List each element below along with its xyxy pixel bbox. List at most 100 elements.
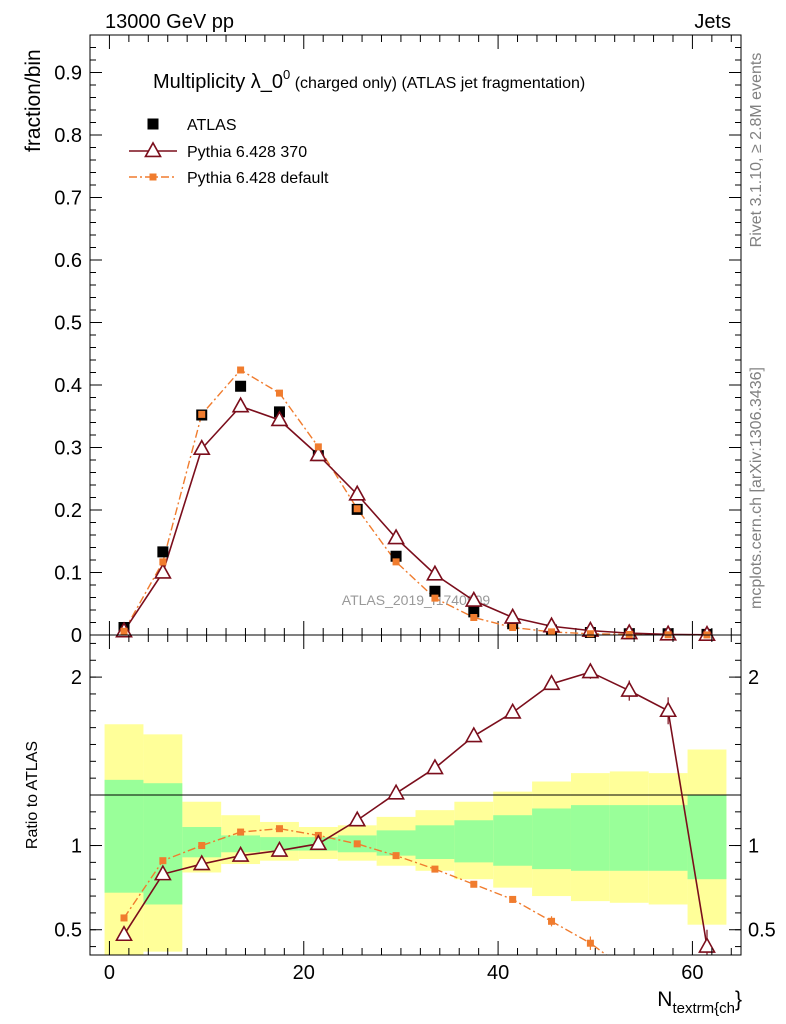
ratio-ylabel: Ratio to ATLAS: [24, 741, 41, 849]
data-point-pythia-370: [231, 396, 250, 413]
rivet-version-label: Rivet 3.1.10, ≥ 2.8M events: [748, 53, 765, 248]
data-point-pythia-default: [159, 558, 167, 566]
main-ytick-label: 0.9: [54, 63, 82, 85]
data-point-atlas: [468, 606, 480, 618]
data-point-atlas: [235, 380, 247, 392]
legend-marker-pythia-default: [149, 173, 157, 181]
ratio-band-green: [570, 805, 610, 871]
data-point-atlas: [157, 546, 169, 558]
main-y-axis: 0 0.1 0.2 0.3 0.4 0.5 0.6 0.7 0.8 0.9: [54, 47, 741, 647]
header-process-label: Jets: [694, 11, 731, 33]
ratio-series-clipped: [115, 662, 716, 955]
ratio-point-pythia-370: [231, 845, 250, 862]
ratio-x-axis: 0 20 40 60: [104, 635, 732, 984]
ratio-ytick-label: 2: [71, 667, 82, 689]
data-point-pythia-370: [464, 590, 483, 607]
ratio-point-pythia-370: [698, 936, 716, 953]
ratio-xlabel-sub: textrm{ch: [672, 1000, 735, 1017]
data-point-pythia-370: [153, 562, 172, 579]
data-point-pythia-370: [192, 439, 211, 456]
analysis-watermark: ATLAS_2019_I1740909: [342, 592, 491, 608]
ratio-xtick-label: 0: [104, 962, 115, 984]
data-point-pythia-370: [387, 528, 405, 545]
ratio-point-pythia-370: [387, 783, 405, 800]
data-point-pythia-default: [509, 624, 517, 631]
ratio-ytick-label-right: 1: [748, 836, 759, 858]
ratio-point-pythia-default: [353, 840, 361, 848]
ratio-series-layer: [115, 662, 716, 955]
main-ytick-label: 0.4: [54, 375, 82, 397]
ratio-point-pythia-370: [542, 674, 561, 691]
ratio-point-pythia-default: [509, 895, 517, 903]
ratio-xlabel: Ntextrm{ch}: [657, 988, 742, 1017]
ratio-xlabel-main: N: [657, 988, 672, 1011]
ratio-point-pythia-370: [153, 864, 172, 881]
ratio-point-pythia-default: [548, 917, 556, 925]
main-series-layer: [115, 366, 716, 642]
ratio-point-pythia-370: [348, 810, 367, 827]
ratio-point-pythia-370: [192, 854, 211, 871]
data-point-pythia-default: [353, 505, 361, 513]
legend-label: ATLAS: [187, 117, 237, 134]
ratio-point-pythia-default: [237, 828, 245, 836]
ratio-point-pythia-370: [309, 834, 328, 851]
main-ytick-label: 0.1: [54, 563, 82, 585]
series-line-pythia-default: [123, 369, 707, 636]
data-point-pythia-370: [348, 484, 367, 501]
ratio-point-pythia-default: [275, 825, 283, 833]
header-energy-label: 13000 GeV pp: [105, 11, 234, 33]
data-point-pythia-default: [314, 443, 322, 451]
data-point-atlas: [429, 585, 441, 597]
ratio-point-pythia-default: [470, 880, 478, 888]
main-ytick-label: 0.5: [54, 313, 82, 335]
main-panel: Multiplicity λ_00 (charged only) (ATLAS …: [22, 34, 742, 647]
ratio-point-pythia-370: [270, 840, 289, 857]
ratio-line-pythia-370: [123, 671, 708, 947]
ratio-xtick-label: 20: [293, 962, 315, 984]
main-ytick-label: 0.2: [54, 500, 82, 522]
legend-label: Pythia 6.428 default: [187, 170, 329, 187]
main-title-sup: 0: [283, 67, 290, 82]
ratio-band-green: [221, 835, 261, 853]
ratio-point-pythia-default: [198, 842, 206, 850]
data-point-pythia-370: [270, 410, 289, 427]
ratio-ytick-label-right: 0.5: [748, 920, 776, 942]
data-point-pythia-370: [309, 445, 328, 462]
ratio-point-pythia-370: [426, 758, 444, 775]
data-point-pythia-default: [586, 630, 594, 638]
main-ytick-label: 0.7: [54, 188, 82, 210]
main-ytick-label: 0: [71, 625, 82, 647]
ratio-point-pythia-default: [120, 914, 128, 922]
ratio-xtick-label: 40: [487, 962, 509, 984]
ratio-xlabel-tail: }: [735, 988, 742, 1011]
data-point-pythia-default: [237, 366, 245, 374]
data-point-pythia-default: [548, 628, 556, 636]
legend-label: Pythia 6.428 370: [187, 144, 307, 161]
ratio-band-green: [532, 808, 571, 870]
series-line-pythia-370: [123, 405, 708, 636]
ratio-xtick-label: 60: [681, 962, 703, 984]
ratio-panel: 0.5 0.5 1 1 2 2 0 20 40 60 Ratio to ATLAS Ntextr…: [24, 634, 776, 1017]
ratio-line-pythia-default: [123, 827, 608, 955]
ratio-point-pythia-default: [431, 865, 439, 873]
main-title-main: Multiplicity λ_0: [153, 71, 283, 93]
ratio-y-axis: 0.5 0.5 1 1 2 2: [54, 642, 776, 948]
ratio-band-green: [493, 815, 533, 866]
data-point-pythia-default: [275, 389, 283, 397]
data-point-pythia-370: [426, 564, 444, 581]
ratio-point-pythia-370: [464, 726, 483, 743]
ratio-point-pythia-370: [503, 702, 522, 719]
main-ylabel: fraction/bin: [22, 49, 45, 152]
legend-marker-pythia-370: [144, 141, 162, 158]
legend-marker-atlas: [147, 118, 159, 130]
ratio-band-green: [415, 825, 455, 859]
data-point-pythia-default: [392, 558, 400, 566]
ratio-ytick-label-right: 2: [748, 667, 759, 689]
data-point-pythia-default: [198, 410, 206, 418]
ratio-point-pythia-default: [392, 852, 400, 860]
ratio-band-green: [648, 805, 688, 871]
ratio-band-green: [609, 805, 649, 871]
main-title-rest: (charged only) (ATLAS jet fragmentation): [290, 75, 585, 92]
mcplots-label: mcplots.cern.ch [arXiv:1306.3436]: [748, 367, 765, 609]
